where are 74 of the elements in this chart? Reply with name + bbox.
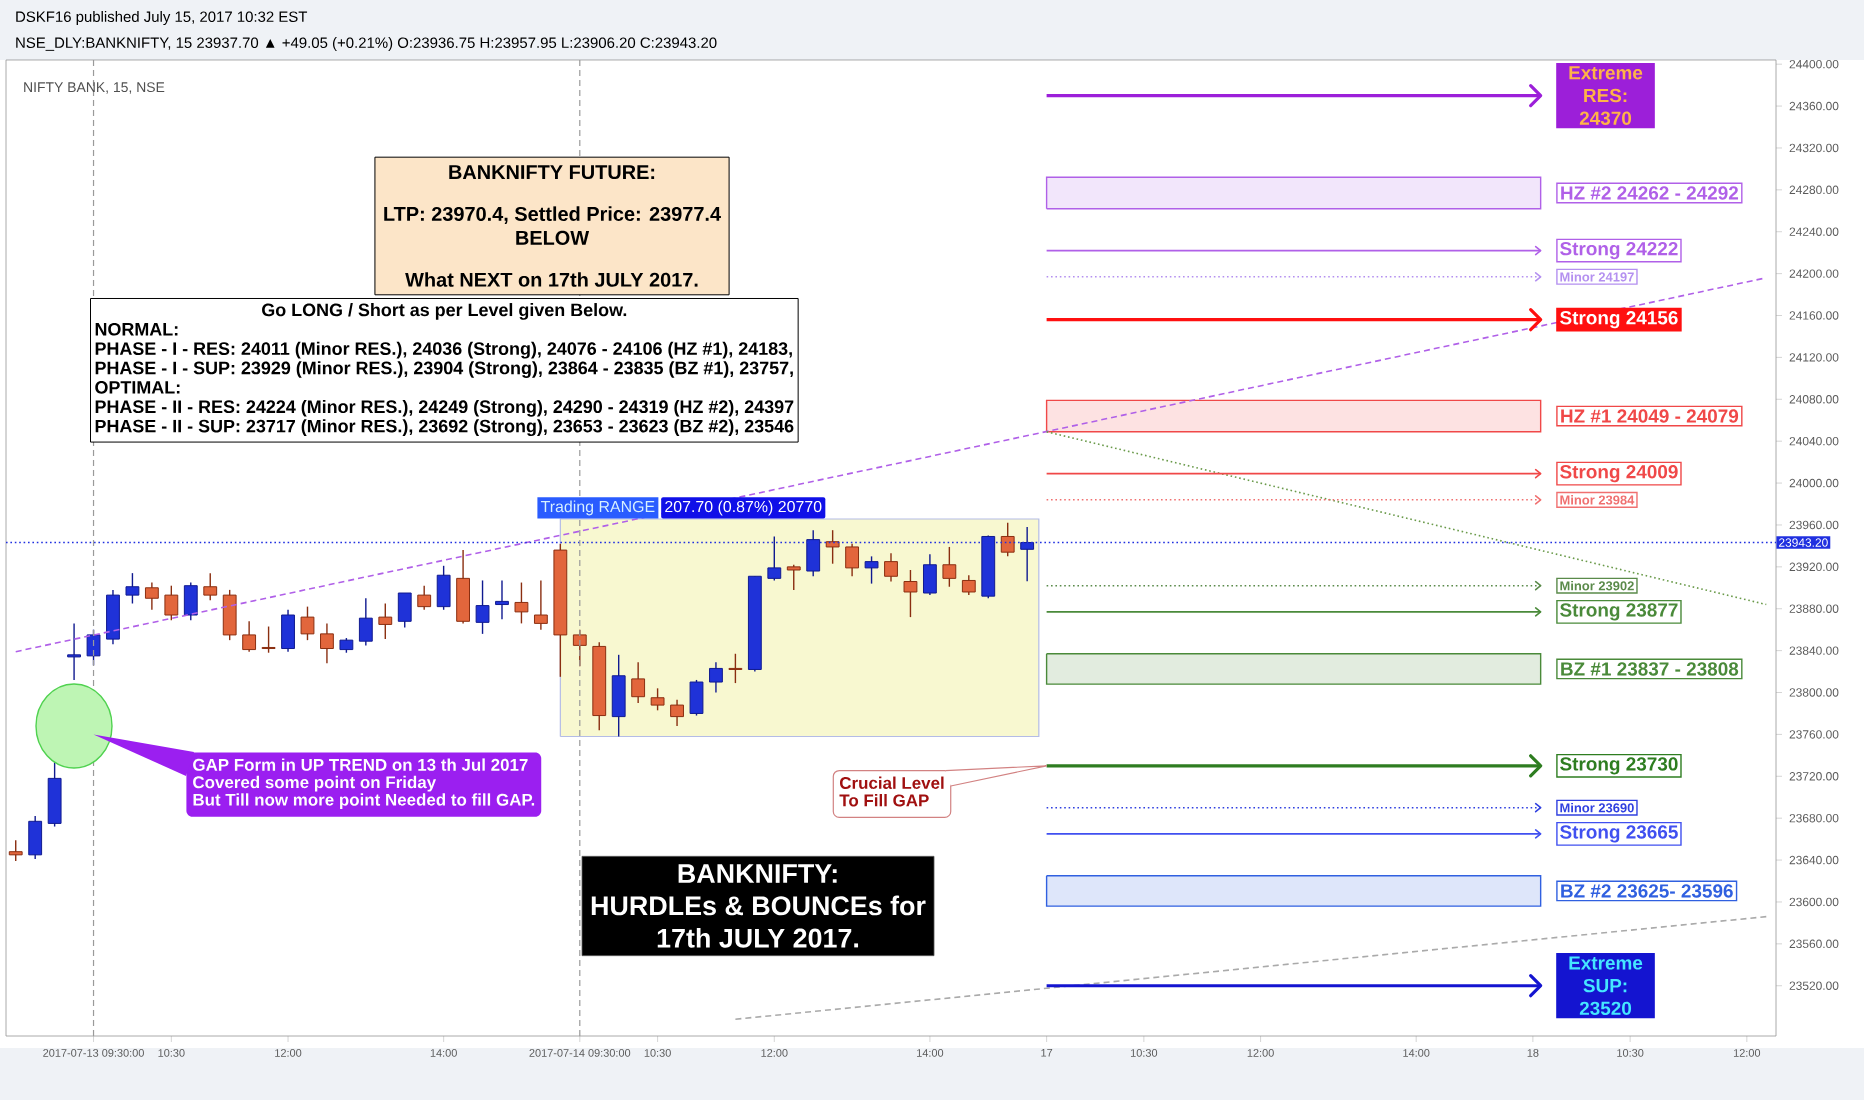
candlestick: [631, 661, 646, 704]
candlestick: [611, 654, 626, 738]
candlestick: [67, 622, 81, 681]
candlestick: [650, 687, 665, 712]
candlestick: [417, 585, 432, 611]
ref-line-label: Strong 24156: [1560, 311, 1678, 329]
annotation: PHASE - II - SUP: 23717 (Minor RES.), 23692 (Strong), 23653 - 23623 (BZ #2), 23546: [95, 419, 794, 437]
annotation: Crucial Level: [839, 776, 944, 789]
annotation: PHASE - II - RES: 24224 (Minor RES.), 24249 (Strong), 24290 - 24319 (HZ #2), 24397: [95, 399, 794, 417]
annotation: BANKNIFTY FUTURE:: [449, 165, 655, 180]
band-label: BZ #1 23837 - 23808: [1561, 662, 1739, 676]
candlestick: [767, 535, 782, 582]
candlestick: [864, 555, 879, 585]
annotation: NORMAL:: [95, 322, 178, 336]
candlestick: [358, 597, 373, 647]
candlestick: [8, 839, 23, 862]
candlestick: [533, 579, 548, 631]
ref-line-label: Strong 24222: [1560, 241, 1678, 260]
candlestick: [475, 579, 490, 635]
candlestick: [709, 661, 723, 694]
candlestick: [203, 572, 218, 602]
candlestick: [514, 581, 529, 625]
band-label: HZ #1 24049 - 24079: [1561, 409, 1739, 423]
annotation: But Till now more point Needed to fill GAP.: [193, 793, 535, 810]
candlestick: [825, 529, 840, 565]
ref-line-label: Strong 23730: [1560, 757, 1678, 775]
annotation: Covered some point on Friday: [193, 775, 437, 792]
text: HURDLEs & BOUNCEs for 17th JULY 2017.: [591, 895, 926, 948]
candlestick: [47, 760, 62, 828]
annotation: Go LONG / Short as per Level given Below.: [262, 303, 627, 320]
candlestick: [164, 585, 179, 621]
candlestick: [125, 572, 140, 605]
candlestick: [728, 653, 743, 684]
text: BANKNIFTY:: [678, 864, 837, 883]
annotation: What NEXT on 17th JULY 2017.: [405, 272, 698, 287]
ref-line-label: Strong 23877: [1560, 603, 1678, 621]
candlestick: [261, 625, 276, 654]
annotation: LTP: 23970.4, Settled Price: 23977.4: [384, 206, 721, 224]
candlestick: [456, 549, 471, 625]
annotation: BELOW: [516, 230, 590, 245]
candlestick: [28, 815, 43, 860]
candlestick: [942, 546, 957, 588]
candlestick: [961, 574, 976, 596]
candlestick: [106, 589, 120, 646]
ref-line-label: Extreme SUP: 23520: [1569, 956, 1643, 1016]
ref-line-label: Strong 24009: [1560, 465, 1678, 483]
annotation: GAP Form in UP TREND on 13 th Jul 2017: [193, 758, 528, 771]
candlestick: [144, 581, 159, 611]
candlestick: [436, 565, 451, 611]
candlestick: [183, 581, 198, 621]
candlestick: [689, 679, 704, 717]
ref-line-label: Strong 23665: [1560, 825, 1678, 843]
candlestick: [397, 592, 412, 629]
annotation: OPTIMAL:: [95, 380, 180, 394]
ref-line-label: Extreme RES: 24370: [1569, 66, 1643, 125]
candlestick: [922, 553, 937, 596]
candlestick: [300, 605, 315, 641]
candlestick: [495, 579, 509, 620]
annotation: To Fill GAP: [839, 793, 929, 807]
candlestick: [670, 699, 684, 727]
candlestick: [242, 620, 257, 653]
candlestick: [222, 589, 237, 641]
candlestick: [845, 543, 860, 577]
band-label: HZ #2 24262 - 24292: [1561, 186, 1739, 200]
candlestick: [378, 602, 393, 640]
candlestick: [786, 564, 801, 591]
candlestick: [884, 552, 898, 583]
annotation: PHASE - I - SUP: 23929 (Minor RES.), 23904 (Strong), 23864 - 23835 (BZ #1), 23757,: [95, 361, 793, 378]
band-label: BZ #2 23625- 23596: [1561, 884, 1733, 898]
candlestick: [1000, 522, 1015, 558]
annotation: PHASE - I - RES: 24011 (Minor RES.), 24036 (Strong), 24076 - 24106 (HZ #1), 24183,: [95, 341, 792, 359]
candlestick: [903, 569, 918, 618]
candlestick: [320, 622, 334, 664]
candlestick: [281, 609, 295, 653]
